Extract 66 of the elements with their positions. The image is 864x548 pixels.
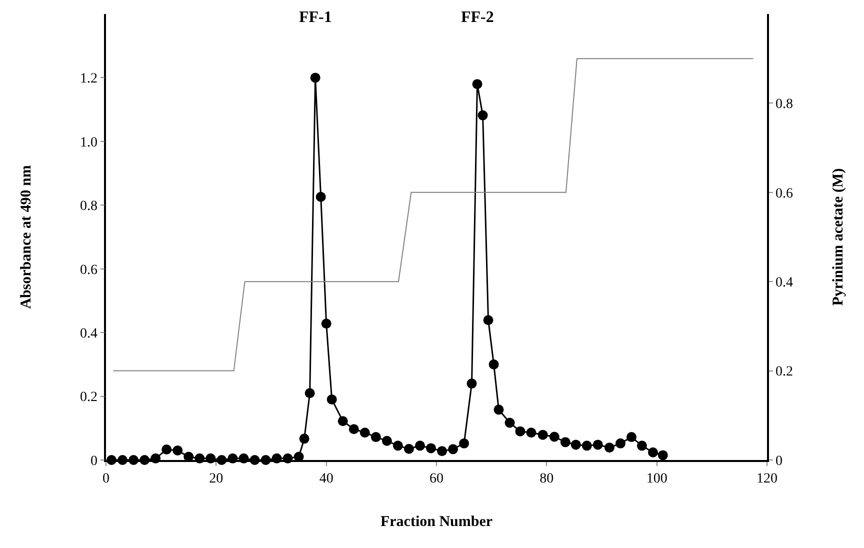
x-tick-label: 100	[646, 472, 668, 487]
point	[494, 404, 504, 415]
point	[582, 440, 592, 451]
point	[162, 444, 172, 454]
x-tick-label: 20	[209, 472, 224, 487]
point	[526, 428, 536, 438]
point	[370, 432, 381, 442]
annotation: FF-2	[461, 9, 494, 26]
point	[299, 434, 310, 444]
point	[483, 315, 494, 326]
x-tick-label: 40	[319, 472, 334, 487]
point	[414, 440, 425, 451]
point	[604, 442, 614, 453]
point	[504, 418, 515, 428]
point	[459, 438, 470, 448]
point	[348, 424, 359, 434]
point	[321, 318, 332, 329]
y-tick-label: 0.6	[80, 262, 98, 278]
y2-tick-label: 0.4	[776, 276, 794, 290]
point	[658, 450, 668, 460]
point	[648, 447, 658, 458]
point	[404, 444, 414, 454]
point	[538, 430, 548, 440]
point	[360, 428, 370, 438]
point	[304, 388, 315, 398]
y2-tick-label: 0.6	[776, 186, 794, 202]
point	[488, 359, 499, 370]
point	[560, 437, 570, 448]
point	[466, 378, 477, 389]
point	[382, 436, 392, 446]
point	[310, 72, 320, 83]
y-tick-label: 1.2	[80, 72, 98, 87]
y-tick-label: 0.8	[80, 199, 98, 214]
x-tick-label: 60	[430, 472, 444, 487]
y-tick-label: 1.0	[80, 135, 98, 150]
point	[448, 444, 458, 454]
point	[426, 443, 436, 454]
point	[515, 426, 526, 436]
y-axis-title: Absorbance at 490 nm	[18, 164, 35, 309]
point	[437, 446, 448, 456]
point	[636, 440, 647, 451]
y2-tick-label: 0	[776, 454, 783, 469]
x-tick-label: 80	[540, 472, 554, 487]
point	[472, 79, 482, 90]
point	[592, 440, 603, 450]
y2-tick-label: 0.2	[776, 364, 794, 380]
x-tick-label: 120	[756, 472, 778, 487]
point	[626, 432, 636, 442]
annotation: FF-1	[299, 9, 332, 26]
point	[392, 440, 403, 451]
point	[478, 110, 488, 120]
y-tick-label: 0	[90, 454, 98, 469]
y-tick-label: 0.4	[80, 326, 98, 342]
point	[316, 192, 326, 202]
line-series	[112, 58, 754, 372]
y2-tick-label: 0.8	[776, 97, 794, 112]
point	[326, 394, 337, 404]
point	[615, 438, 626, 448]
x-axis-title: Fraction Number	[380, 514, 493, 530]
x-tick-label: 0	[102, 472, 110, 487]
point	[570, 440, 581, 450]
point	[338, 416, 348, 426]
y2-axis-title: Pyrinium acetate (M)	[830, 168, 847, 306]
point	[172, 445, 183, 456]
y-tick-label: 0.2	[80, 390, 98, 406]
point	[549, 432, 560, 442]
